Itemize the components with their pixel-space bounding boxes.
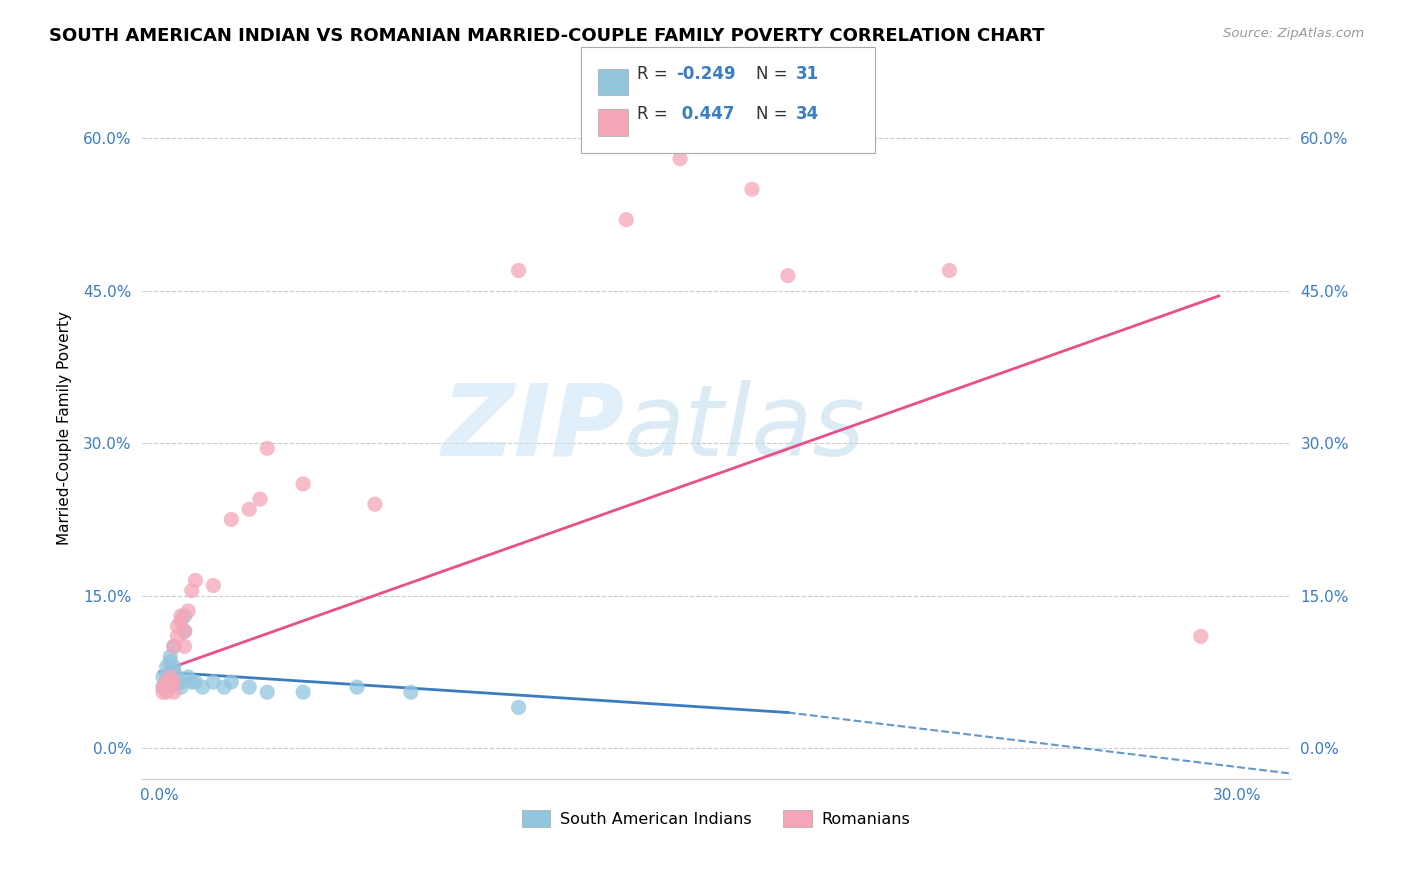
Point: [156, 675, 179, 690]
Point: [256, 442, 278, 456]
Point: [173, 609, 195, 624]
Text: N =: N =: [756, 65, 793, 83]
Text: 34: 34: [796, 105, 820, 123]
Point: [156, 660, 179, 674]
Point: [173, 640, 195, 654]
Text: -0.249: -0.249: [676, 65, 735, 83]
Point: [152, 670, 174, 684]
Point: [159, 675, 181, 690]
Point: [202, 578, 225, 592]
Point: [159, 665, 181, 679]
Point: [191, 680, 214, 694]
Point: [170, 675, 193, 690]
Text: ZIP: ZIP: [441, 379, 624, 476]
Legend: South American Indians, Romanians: South American Indians, Romanians: [515, 804, 917, 834]
Point: [776, 268, 799, 283]
Point: [508, 700, 530, 714]
Y-axis label: Married-Couple Family Poverty: Married-Couple Family Poverty: [58, 311, 72, 545]
Point: [163, 640, 186, 654]
Point: [163, 640, 186, 654]
Point: [177, 670, 200, 684]
Point: [152, 680, 174, 694]
Point: [508, 263, 530, 277]
Point: [238, 680, 260, 694]
Text: atlas: atlas: [624, 379, 866, 476]
Point: [219, 675, 242, 690]
Point: [159, 680, 181, 694]
Point: [256, 685, 278, 699]
Point: [166, 619, 188, 633]
Point: [170, 614, 193, 628]
Point: [159, 655, 181, 669]
Point: [614, 212, 637, 227]
Text: R =: R =: [637, 105, 673, 123]
Point: [202, 675, 225, 690]
Point: [166, 675, 188, 690]
Point: [156, 675, 179, 690]
Point: [166, 629, 188, 643]
Point: [159, 675, 181, 690]
Text: N =: N =: [756, 105, 793, 123]
Text: 31: 31: [796, 65, 818, 83]
Point: [156, 680, 179, 694]
Text: R =: R =: [637, 65, 673, 83]
Text: 0.447: 0.447: [676, 105, 735, 123]
Point: [346, 680, 368, 694]
Point: [219, 512, 242, 526]
Point: [156, 685, 179, 699]
Point: [292, 476, 315, 491]
Point: [159, 649, 181, 664]
Point: [212, 680, 235, 694]
Point: [180, 675, 202, 690]
Point: [163, 685, 186, 699]
Point: [163, 675, 186, 690]
Text: Source: ZipAtlas.com: Source: ZipAtlas.com: [1223, 27, 1364, 40]
Point: [163, 660, 186, 674]
Point: [177, 604, 200, 618]
Point: [170, 680, 193, 694]
Point: [938, 263, 960, 277]
Point: [184, 675, 207, 690]
Point: [159, 670, 181, 684]
Point: [152, 680, 174, 694]
Point: [399, 685, 422, 699]
Point: [163, 665, 186, 679]
Point: [166, 670, 188, 684]
Point: [156, 670, 179, 684]
Text: SOUTH AMERICAN INDIAN VS ROMANIAN MARRIED-COUPLE FAMILY POVERTY CORRELATION CHAR: SOUTH AMERICAN INDIAN VS ROMANIAN MARRIE…: [49, 27, 1045, 45]
Point: [1189, 629, 1212, 643]
Point: [741, 182, 763, 196]
Point: [152, 685, 174, 699]
Point: [364, 497, 387, 511]
Point: [238, 502, 260, 516]
Point: [292, 685, 315, 699]
Point: [180, 583, 202, 598]
Point: [184, 574, 207, 588]
Point: [170, 609, 193, 624]
Point: [249, 492, 271, 507]
Point: [669, 152, 692, 166]
Point: [173, 624, 195, 639]
Point: [173, 624, 195, 639]
